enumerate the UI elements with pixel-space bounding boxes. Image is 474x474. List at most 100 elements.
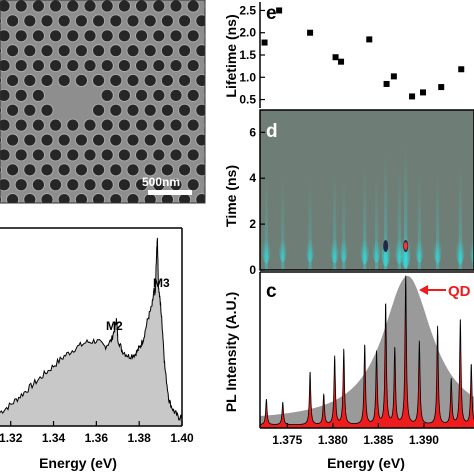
sem-hole	[170, 179, 182, 191]
sem-hole-rim	[187, 208, 200, 221]
sem-hole	[7, 194, 19, 203]
lifetime-point	[383, 80, 390, 87]
sem-hole	[118, 149, 130, 161]
sem-hole	[32, 59, 45, 72]
sem-hole	[136, 179, 148, 191]
sem-hole	[84, 149, 96, 161]
sem-hole	[170, 209, 181, 220]
heatmap-streak	[363, 161, 367, 270]
sem-hole	[179, 134, 191, 146]
sem-hole	[161, 45, 173, 57]
sem-hole-rim	[41, 223, 54, 236]
sem-hole	[93, 45, 105, 57]
sem-hole	[67, 30, 79, 42]
sem-hole	[136, 30, 148, 42]
heatmap-streak-glow	[262, 232, 271, 264]
sem-hole	[15, 149, 27, 161]
sem-hole	[101, 0, 113, 12]
sem-hole-rim	[15, 208, 28, 221]
sem-hole	[136, 149, 148, 161]
heatmap-streak-glow	[305, 233, 315, 263]
sem-hole	[93, 164, 105, 176]
sem-hole-rim	[66, 208, 79, 221]
sem-hole	[15, 89, 27, 101]
sem-hole	[119, 209, 130, 220]
time-tick-label: 4	[249, 171, 256, 185]
sem-hole-rim	[75, 223, 88, 236]
lifetime-point	[307, 29, 314, 36]
sem-hole	[15, 0, 27, 12]
sem-hole	[59, 224, 70, 235]
sem-hole-rim	[92, 223, 105, 236]
sem-hole	[67, 179, 79, 191]
sem-hole	[101, 89, 113, 101]
sem-hole	[222, 0, 233, 11]
pl-tick-label: 1.375	[272, 433, 302, 447]
sem-hole	[204, 34, 205, 38]
spectrum-left-tick-label: 1.36	[85, 431, 109, 445]
sem-hole	[153, 0, 165, 12]
sem-hole	[127, 164, 139, 176]
heatmap-streak-glow	[415, 233, 424, 263]
spectrum-left-tick-label: 1.38	[127, 431, 151, 445]
sem-hole	[0, 209, 10, 220]
sem-hole	[196, 224, 207, 235]
sem-hole	[136, 119, 148, 131]
sem-image-panel: 500nm	[0, 0, 259, 236]
sem-hole	[41, 164, 53, 176]
sem-hole	[41, 194, 53, 203]
sem-hole	[204, 93, 205, 97]
sem-hole	[58, 164, 70, 176]
sem-hole	[153, 30, 165, 42]
sem-hole	[187, 30, 199, 42]
lifetime-tick-label: 0.5	[239, 93, 256, 107]
lifetime-point	[366, 36, 373, 43]
lifetime-tick-label: 2.5	[239, 3, 256, 17]
sem-hole	[170, 0, 182, 12]
sem-hole	[127, 224, 138, 235]
spectrum-left-annotation-m3: M3	[153, 276, 170, 290]
heatmap-streak-glow	[330, 232, 339, 264]
sem-hole	[110, 74, 122, 87]
sem-hole	[75, 15, 87, 27]
sem-hole	[162, 224, 173, 235]
sem-hole	[213, 105, 224, 116]
sem-hole	[110, 104, 122, 116]
sem-hole	[7, 164, 19, 176]
time-tick-label: 0	[249, 263, 256, 277]
sem-hole	[50, 0, 62, 12]
sem-hole	[84, 59, 96, 72]
lifetime-panel: 0.5 1.0 1.5 2.0 2.5 e Lifetime (ns)	[223, 2, 465, 108]
sem-hole	[127, 134, 139, 146]
sem-hole-rim	[0, 208, 11, 221]
sem-hole	[118, 59, 130, 72]
scale-bar-label: 500nm	[142, 175, 180, 189]
sem-hole-rim	[204, 208, 217, 221]
sem-hole	[15, 179, 27, 191]
heatmap-streak	[458, 161, 462, 270]
sem-hole	[145, 224, 156, 235]
sem-hole	[50, 179, 62, 191]
heatmap-streak	[333, 167, 337, 270]
sem-hole	[248, 194, 259, 205]
sem-hole	[32, 30, 45, 42]
sem-hole-rim	[221, 0, 234, 13]
heatmap-hotspot	[403, 242, 408, 250]
sem-hole	[93, 104, 105, 116]
sem-hole	[84, 209, 95, 220]
sem-hole-rim	[0, 223, 2, 236]
sem-hole	[144, 134, 156, 146]
sem-hole	[67, 59, 79, 72]
sem-hole	[93, 224, 104, 235]
sem-hole-rim	[203, 151, 205, 159]
sem-hole	[179, 74, 191, 87]
sem-hole	[0, 179, 10, 191]
sem-hole	[144, 194, 156, 203]
sem-hole	[50, 209, 61, 220]
sem-hole	[7, 45, 19, 57]
sem-hole	[75, 45, 87, 57]
sem-hole	[170, 119, 182, 131]
lifetime-point	[276, 7, 283, 14]
spectrum-left-fill	[0, 237, 182, 426]
